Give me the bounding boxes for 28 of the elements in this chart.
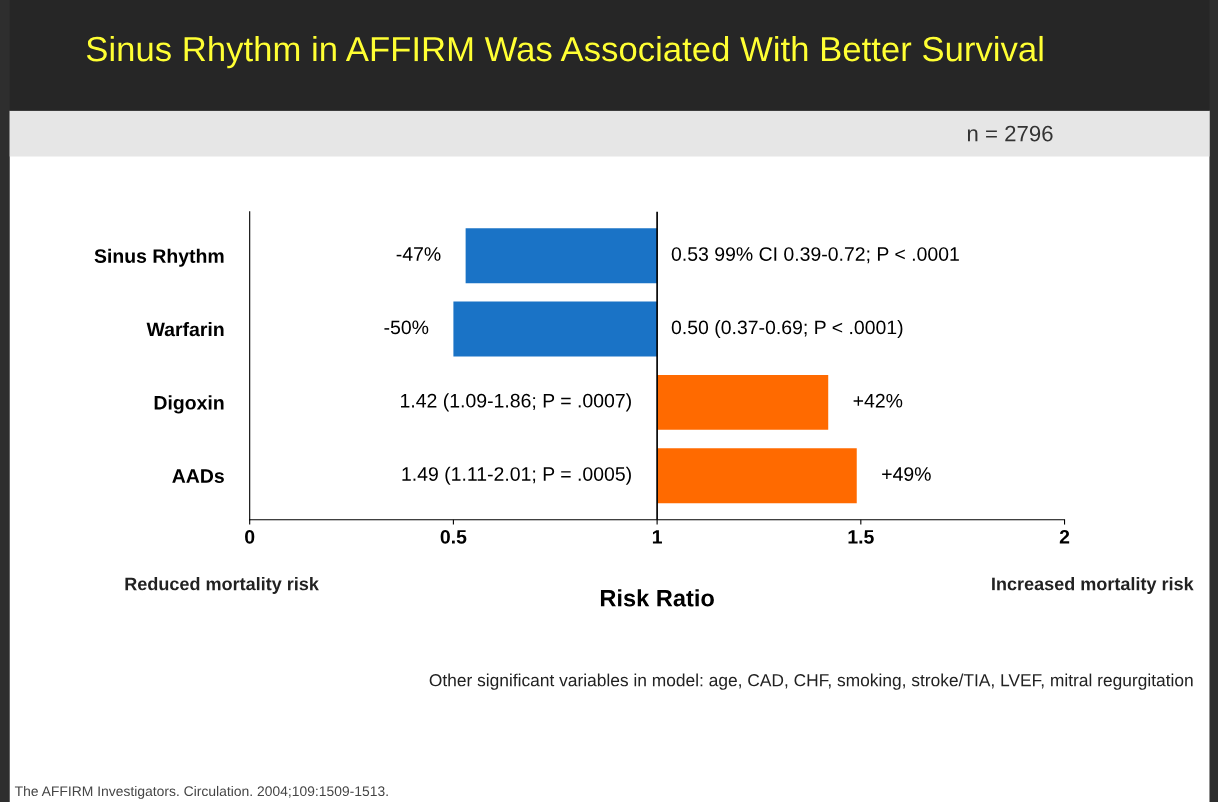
text: Reduced mortality risk (125, 577, 319, 594)
annotation: 0.50 (0.37-0.69; P < .0001) (671, 319, 903, 339)
annotation: 0.53 99% CI 0.39-0.72; P < .0001 (671, 247, 959, 264)
annotation: 1.49 (1.11-2.01; P = .0005) (402, 466, 631, 485)
text: The AFFIRM Investigators. Circulation. 2004;109:1509-1513. (14, 785, 388, 799)
y-tick-label: Warfarin (146, 322, 224, 337)
text: Increased mortality risk (992, 577, 1194, 594)
y-tick-label: AADs (172, 469, 224, 483)
y-tick-label: Digoxin (154, 395, 224, 414)
bar (657, 374, 829, 430)
bar (657, 448, 857, 504)
chart-title: Sinus Rhythm in AFFIRM Was Associated With Better Survival (86, 35, 1043, 69)
data-label: -47% (396, 247, 441, 261)
y-tick-label: Sinus Rhythm (94, 248, 224, 267)
chart-subtitle: n = 2796 (967, 125, 1053, 142)
data-label: +42% (853, 393, 903, 408)
x-tick-label: 1 (652, 530, 662, 544)
x-tick-label: 0.5 (440, 529, 467, 544)
x-tick-label: 2 (1059, 529, 1070, 544)
x-tick-label: 0 (245, 529, 255, 544)
data-label: +49% (882, 467, 931, 481)
data-label: -50% (384, 320, 429, 335)
x-axis-title: Risk Ratio (600, 589, 714, 607)
bar (453, 301, 658, 357)
text: Other significant variables in model: age, CAD, CHF, smoking, stroke/TIA, LVEF, mitral regurgitation (429, 673, 1193, 690)
annotation: 1.42 (1.09-1.86; P = .0007) (401, 393, 631, 412)
x-tick-label: 1.5 (848, 530, 874, 544)
bar (465, 228, 658, 284)
